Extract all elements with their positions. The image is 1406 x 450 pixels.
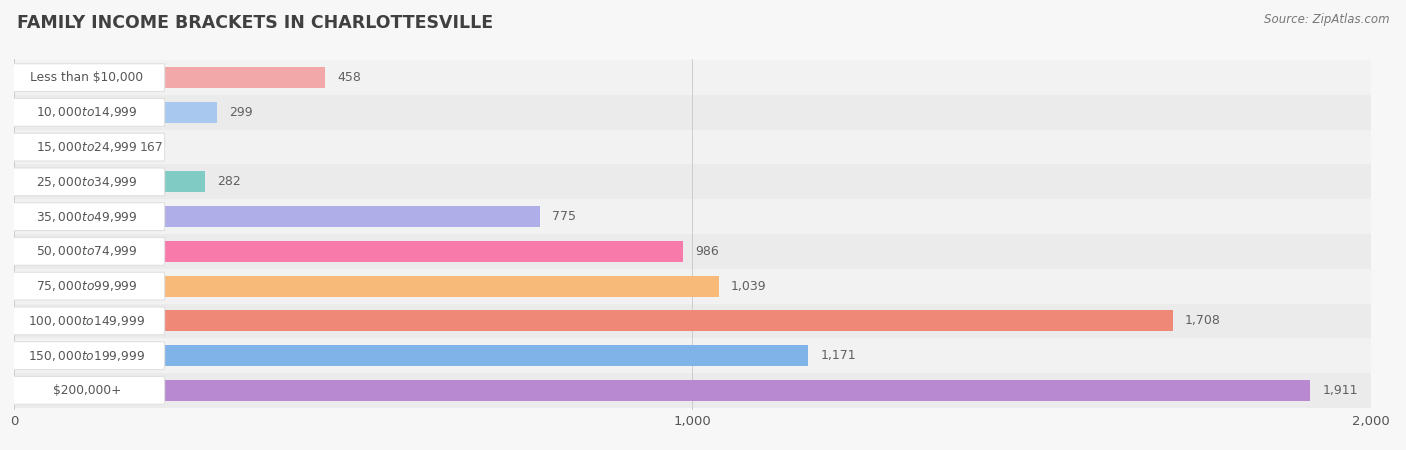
Bar	[14, 137, 128, 157]
FancyBboxPatch shape	[8, 307, 165, 335]
Text: $35,000 to $49,999: $35,000 to $49,999	[37, 210, 138, 224]
Text: FAMILY INCOME BRACKETS IN CHARLOTTESVILLE: FAMILY INCOME BRACKETS IN CHARLOTTESVILL…	[17, 14, 494, 32]
Bar	[14, 67, 325, 88]
Text: 1,039: 1,039	[731, 279, 766, 292]
Text: Source: ZipAtlas.com: Source: ZipAtlas.com	[1264, 14, 1389, 27]
Text: $50,000 to $74,999: $50,000 to $74,999	[37, 244, 138, 258]
Bar	[0, 234, 1406, 269]
Bar	[0, 269, 1406, 303]
Bar	[14, 206, 540, 227]
Text: $15,000 to $24,999: $15,000 to $24,999	[37, 140, 138, 154]
Bar	[14, 102, 217, 123]
Bar	[0, 165, 1406, 199]
Bar	[14, 241, 683, 262]
Bar	[0, 373, 1406, 408]
Text: 986: 986	[695, 245, 718, 258]
Text: 1,171: 1,171	[821, 349, 856, 362]
Text: $25,000 to $34,999: $25,000 to $34,999	[37, 175, 138, 189]
Bar	[0, 95, 1406, 130]
Text: 458: 458	[337, 71, 361, 84]
Text: $75,000 to $99,999: $75,000 to $99,999	[37, 279, 138, 293]
Text: 167: 167	[139, 140, 163, 153]
Bar	[0, 199, 1406, 234]
Bar	[14, 380, 1310, 401]
FancyBboxPatch shape	[8, 272, 165, 300]
Text: 299: 299	[229, 106, 253, 119]
Text: 1,911: 1,911	[1323, 384, 1358, 397]
Bar	[0, 303, 1406, 338]
FancyBboxPatch shape	[8, 99, 165, 126]
FancyBboxPatch shape	[8, 377, 165, 404]
Bar	[0, 130, 1406, 165]
Text: 775: 775	[553, 210, 576, 223]
Text: $10,000 to $14,999: $10,000 to $14,999	[37, 105, 138, 119]
FancyBboxPatch shape	[8, 342, 165, 369]
Text: $100,000 to $149,999: $100,000 to $149,999	[28, 314, 145, 328]
Text: 1,708: 1,708	[1185, 315, 1220, 328]
FancyBboxPatch shape	[8, 133, 165, 161]
Bar	[0, 338, 1406, 373]
FancyBboxPatch shape	[8, 202, 165, 230]
FancyBboxPatch shape	[8, 168, 165, 196]
Bar	[14, 310, 1173, 331]
Text: Less than $10,000: Less than $10,000	[30, 71, 143, 84]
Bar	[14, 345, 808, 366]
Text: 282: 282	[218, 176, 242, 189]
Bar	[0, 60, 1406, 95]
FancyBboxPatch shape	[8, 64, 165, 91]
Text: $200,000+: $200,000+	[52, 384, 121, 397]
Bar	[14, 171, 205, 192]
Bar	[14, 276, 718, 297]
Text: $150,000 to $199,999: $150,000 to $199,999	[28, 349, 145, 363]
FancyBboxPatch shape	[8, 238, 165, 266]
